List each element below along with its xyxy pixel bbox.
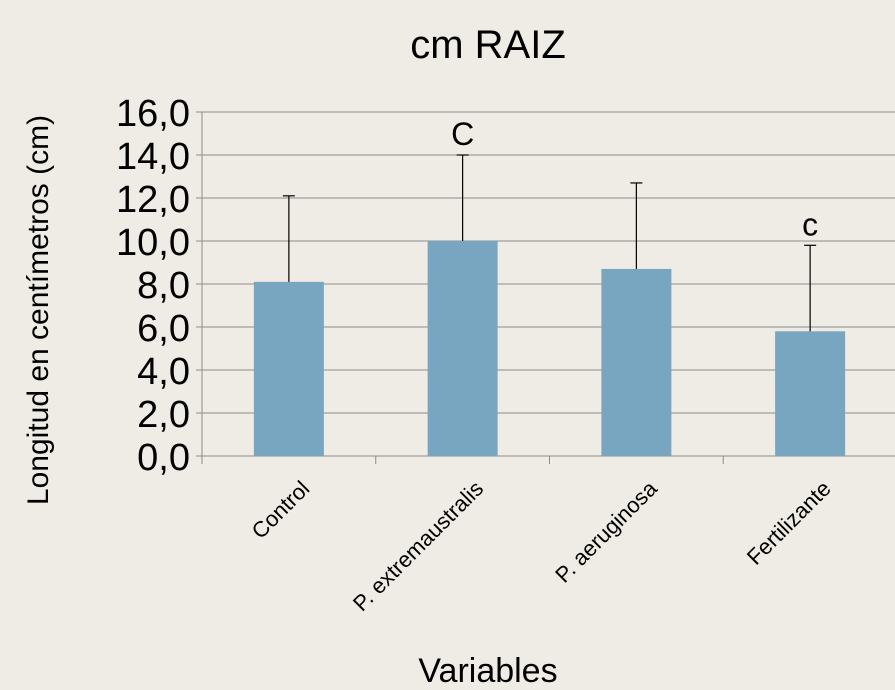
y-tick-label: 10,0 (116, 222, 190, 264)
x-axis-title: Variables (418, 652, 557, 690)
y-axis-title: Longitud en centímetros (cm) (22, 115, 55, 505)
bar (775, 331, 846, 456)
y-tick-label: 12,0 (116, 179, 190, 221)
bar (427, 241, 498, 456)
bar (253, 281, 324, 456)
y-tick-label: 2,0 (137, 394, 190, 436)
y-tick-label: 16,0 (116, 93, 190, 135)
bar (601, 268, 672, 456)
y-tick-label: 14,0 (116, 136, 190, 178)
y-tick-label: 0,0 (137, 437, 190, 479)
annotation: C (451, 116, 474, 152)
y-tick-label: 8,0 (137, 265, 190, 307)
y-tick-label: 6,0 (137, 308, 190, 350)
chart-title: cm RAIZ (410, 23, 566, 67)
y-tick-label: 4,0 (137, 351, 190, 393)
annotation: c (802, 206, 818, 242)
